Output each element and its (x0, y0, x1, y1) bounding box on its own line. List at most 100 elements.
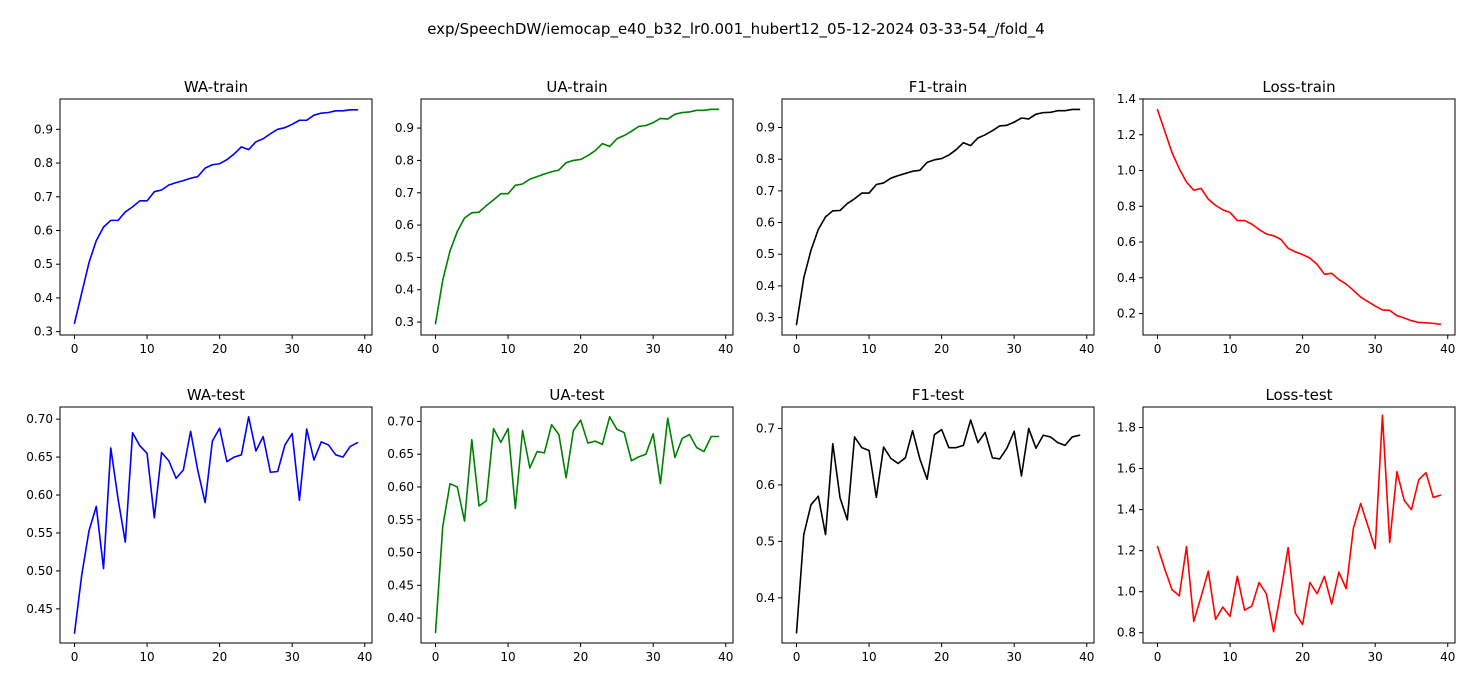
y-tick-label: 0.9 (34, 122, 53, 136)
x-tick-label: 0 (793, 342, 801, 356)
y-tick-label: 0.8 (34, 156, 53, 170)
x-tick-label: 20 (1295, 650, 1310, 664)
subplot-title-loss-test: Loss-test (1265, 386, 1332, 404)
subplot-title-f1-train: F1-train (909, 78, 968, 96)
y-tick-label: 0.4 (34, 291, 53, 305)
x-tick-label: 20 (212, 342, 227, 356)
y-tick-label: 0.3 (34, 325, 53, 339)
figure-title: exp/SpeechDW/iemocap_e40_b32_lr0.001_hub… (427, 20, 1045, 39)
y-tick-label: 0.50 (387, 546, 414, 560)
subplot-grid: WA-train 0 10 20 30 40 0.3 0.4 0.5 0.6 0.7 0.8 0.9 UA… (26, 78, 1456, 664)
y-tick-label: 0.65 (26, 450, 53, 464)
axes-frame (781, 406, 1095, 644)
axes-frame (781, 98, 1095, 336)
x-tick-label: 10 (861, 342, 876, 356)
y-tick-label: 1.4 (1117, 92, 1136, 106)
x-tick-label: 40 (357, 342, 372, 356)
y-tick-label: 0.6 (1117, 235, 1136, 249)
x-tick-label: 20 (573, 342, 588, 356)
x-tick-label: 10 (139, 650, 154, 664)
y-tick-label: 1.0 (1117, 585, 1136, 599)
x-tick-label: 0 (432, 650, 440, 664)
series-line-ua-test (434, 416, 720, 634)
x-tick-label: 30 (646, 342, 661, 356)
subplot-title-ua-test: UA-test (549, 386, 604, 404)
y-tick-label: 0.7 (756, 184, 775, 198)
y-tick-label: 0.70 (26, 412, 53, 426)
y-tick-label: 0.70 (387, 414, 414, 428)
series-line-loss-train (1156, 108, 1442, 326)
y-tick-label: 0.45 (26, 602, 53, 616)
series-line-f1-test (795, 419, 1081, 634)
x-tick-label: 30 (285, 342, 300, 356)
y-tick-label: 0.55 (387, 513, 414, 527)
x-tick-label: 0 (793, 650, 801, 664)
y-tick-label: 0.8 (1117, 199, 1136, 213)
y-tick-label: 0.2 (1117, 307, 1136, 321)
subplot-ua-train: UA-train 0 10 20 30 40 0.3 0.4 0.5 0.6 0.7 0.8 0.9 (395, 78, 734, 356)
y-tick-label: 0.4 (1117, 271, 1136, 285)
x-tick-label: 30 (1368, 342, 1383, 356)
y-tick-label: 0.8 (1117, 626, 1136, 640)
y-tick-label: 0.5 (756, 247, 775, 261)
x-tick-label: 30 (1007, 650, 1022, 664)
axes-frame (420, 98, 734, 336)
axes-frame (1142, 98, 1456, 336)
y-tick-label: 0.4 (756, 591, 775, 605)
x-tick-label: 10 (500, 342, 515, 356)
x-tick-label: 20 (934, 650, 949, 664)
x-tick-label: 40 (1079, 342, 1094, 356)
y-tick-label: 0.40 (387, 611, 414, 625)
y-tick-label: 0.60 (26, 488, 53, 502)
y-tick-label: 0.6 (395, 218, 414, 232)
x-tick-label: 0 (71, 650, 79, 664)
y-tick-label: 0.7 (756, 421, 775, 435)
x-tick-label: 40 (357, 650, 372, 664)
y-tick-label: 1.0 (1117, 164, 1136, 178)
axes-frame (420, 406, 734, 644)
x-tick-label: 40 (1440, 650, 1455, 664)
subplot-title-f1-test: F1-test (912, 386, 965, 404)
subplot-f1-train: F1-train 0 10 20 30 40 0.3 0.4 0.5 0.6 0.7 0.8 0.9 (756, 78, 1095, 356)
axes-frame (1142, 406, 1456, 644)
subplot-title-loss-train: Loss-train (1262, 78, 1335, 96)
y-tick-label: 0.7 (395, 186, 414, 200)
series-line-wa-train (73, 108, 359, 325)
subplot-wa-test: WA-test 0 10 20 30 40 0.45 0.50 0.55 0.60 0.65 0.70 (26, 386, 373, 664)
x-tick-label: 20 (1295, 342, 1310, 356)
x-tick-label: 10 (1222, 650, 1237, 664)
axes-frame (59, 406, 373, 644)
x-tick-label: 30 (285, 650, 300, 664)
y-tick-label: 0.60 (387, 480, 414, 494)
x-tick-label: 40 (718, 342, 733, 356)
y-tick-label: 0.6 (756, 478, 775, 492)
y-tick-label: 0.45 (387, 578, 414, 592)
x-tick-label: 20 (212, 650, 227, 664)
x-tick-label: 10 (1222, 342, 1237, 356)
subplot-f1-test: F1-test 0 10 20 30 40 0.4 0.5 0.6 0.7 (756, 386, 1095, 664)
axes-frame (59, 98, 373, 336)
y-tick-label: 0.5 (34, 257, 53, 271)
y-tick-label: 0.7 (34, 190, 53, 204)
series-line-ua-train (434, 108, 720, 325)
y-tick-label: 0.65 (387, 447, 414, 461)
y-tick-label: 0.9 (395, 121, 414, 135)
x-tick-label: 40 (718, 650, 733, 664)
subplot-title-wa-train: WA-train (184, 78, 248, 96)
x-tick-label: 40 (1079, 650, 1094, 664)
series-line-wa-test (73, 416, 359, 634)
y-tick-label: 1.4 (1117, 503, 1136, 517)
x-tick-label: 40 (1440, 342, 1455, 356)
x-tick-label: 30 (646, 650, 661, 664)
y-tick-label: 0.6 (34, 223, 53, 237)
y-tick-label: 0.8 (395, 153, 414, 167)
y-tick-label: 1.2 (1117, 544, 1136, 558)
y-tick-label: 0.4 (756, 279, 775, 293)
y-tick-label: 0.5 (395, 250, 414, 264)
subplot-title-wa-test: WA-test (187, 386, 245, 404)
x-tick-label: 0 (1154, 342, 1162, 356)
x-tick-label: 10 (861, 650, 876, 664)
subplot-ua-test: UA-test 0 10 20 30 40 0.40 0.45 0.50 0.55 0.60 0.65… (387, 386, 734, 664)
subplot-title-ua-train: UA-train (546, 78, 607, 96)
